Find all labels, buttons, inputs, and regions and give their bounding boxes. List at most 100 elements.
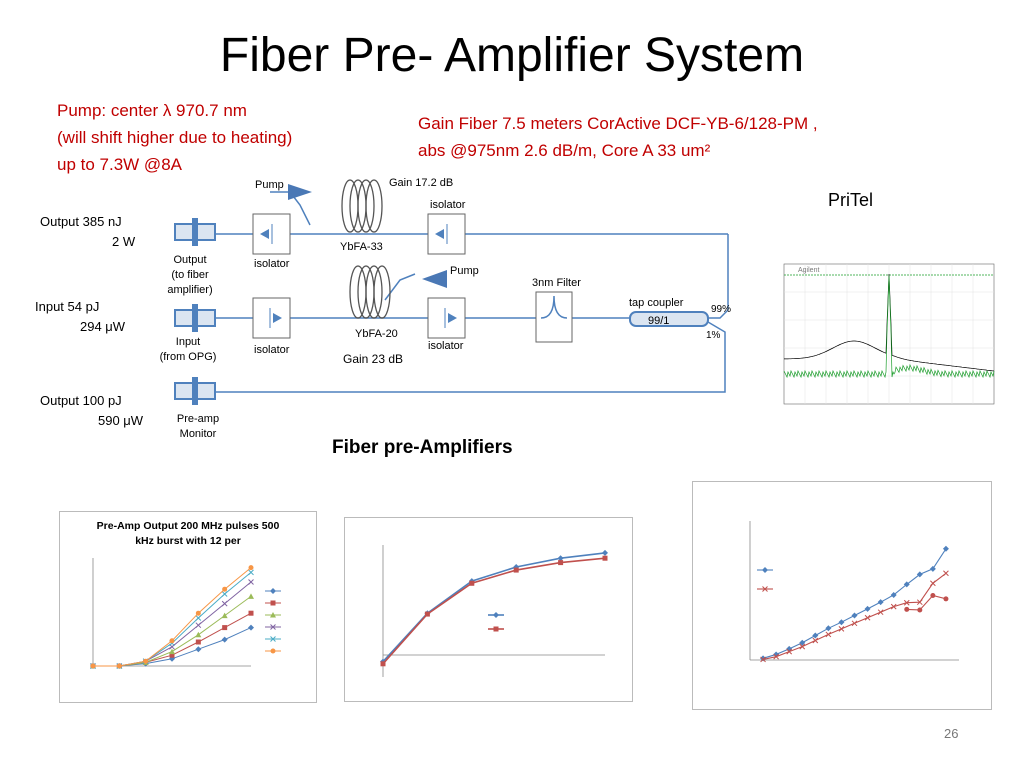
data-point bbox=[799, 643, 806, 650]
slide-title: Fiber Pre- Amplifier System bbox=[219, 29, 805, 82]
data-point bbox=[169, 648, 175, 655]
data-point bbox=[169, 652, 175, 658]
output-bottom-power: 590 μW bbox=[98, 413, 144, 428]
gain-fiber-note: Gain Fiber 7.5 meters CorActive DCF-YB-6… bbox=[418, 110, 818, 164]
osa-trace-black bbox=[784, 273, 995, 372]
chart-panel-gain bbox=[344, 517, 633, 702]
data-point bbox=[602, 549, 608, 556]
gain-top-label: Gain 17.2 dB bbox=[389, 177, 453, 189]
connector-input bbox=[174, 304, 216, 332]
pump-note-line2: (will shift higher due to heating) bbox=[57, 128, 293, 147]
fiber-coil-bottom bbox=[349, 265, 391, 319]
filter-label: 3nm Filter bbox=[532, 277, 581, 289]
output-top-energy: Output 385 nJ bbox=[40, 214, 122, 229]
data-point bbox=[825, 631, 832, 638]
osa-grid bbox=[784, 264, 994, 404]
chart-panel-repetition bbox=[692, 481, 992, 710]
data-point bbox=[943, 596, 949, 602]
data-point bbox=[916, 599, 923, 606]
connector-monitor-label: Pre-amp Monitor bbox=[176, 413, 220, 440]
chart-panel-preamp: Pre-Amp Output 200 MHz pulses 500 kHz bur… bbox=[59, 511, 317, 703]
osa-trace-green bbox=[783, 275, 995, 379]
gain-bottom-label: Gain 23 dB bbox=[343, 352, 403, 366]
legend-marker bbox=[762, 586, 768, 592]
connector-input-label: Input (from OPG) bbox=[159, 336, 217, 363]
page-number: 26 bbox=[944, 726, 959, 741]
data-point bbox=[558, 560, 564, 566]
pump-label-bottom: Pump bbox=[450, 265, 479, 277]
input-energy: Input 54 pJ bbox=[35, 299, 100, 314]
filter-3nm bbox=[535, 291, 573, 343]
pct-1-label: 1% bbox=[706, 330, 721, 341]
data-point bbox=[930, 580, 936, 587]
data-point bbox=[602, 555, 608, 561]
data-point bbox=[221, 591, 228, 597]
data-point bbox=[195, 646, 202, 653]
output-top-power: 2 W bbox=[112, 234, 136, 249]
connector-output bbox=[174, 218, 216, 246]
data-point bbox=[904, 606, 910, 612]
data-point bbox=[248, 593, 254, 599]
chart-pulse-repetition bbox=[749, 521, 959, 663]
data-point bbox=[380, 661, 386, 667]
data-point bbox=[169, 655, 175, 662]
pump-note: Pump: center λ 970.7 nm (will shift high… bbox=[57, 97, 292, 178]
series-line bbox=[382, 557, 606, 665]
isolator-top-label: isolator bbox=[430, 199, 466, 211]
data-point bbox=[851, 620, 858, 627]
data-point bbox=[557, 555, 564, 562]
data-point bbox=[195, 631, 202, 638]
data-point bbox=[890, 591, 897, 598]
data-point bbox=[903, 599, 910, 606]
data-point bbox=[195, 610, 201, 616]
isolator-top bbox=[427, 213, 466, 255]
pritel-label: PriTel bbox=[828, 190, 874, 210]
isolator-output-label: isolator bbox=[254, 258, 290, 270]
data-point bbox=[169, 638, 175, 644]
data-point bbox=[143, 658, 149, 664]
fiber-coil-top bbox=[341, 179, 383, 233]
data-point bbox=[930, 593, 936, 599]
data-point bbox=[221, 612, 228, 619]
data-point bbox=[929, 565, 936, 572]
data-point bbox=[195, 622, 202, 629]
connector-monitor bbox=[174, 377, 216, 405]
isolator-bottom-label: isolator bbox=[428, 340, 464, 352]
chart-gain-curve bbox=[380, 545, 608, 677]
gain-fiber-line1: Gain Fiber 7.5 meters CorActive DCF-YB-6… bbox=[418, 114, 818, 133]
data-point bbox=[786, 648, 793, 655]
data-point bbox=[943, 570, 949, 577]
data-point bbox=[838, 619, 845, 626]
fiber-top-label: YbFA-33 bbox=[340, 241, 383, 253]
legend-marker bbox=[270, 648, 276, 654]
legend-marker bbox=[270, 624, 276, 630]
data-point bbox=[916, 571, 923, 578]
data-point bbox=[760, 655, 767, 662]
data-point bbox=[248, 579, 254, 585]
legend-marker bbox=[270, 636, 276, 642]
legend-marker bbox=[493, 626, 499, 632]
output-bottom-energy: Output 100 pJ bbox=[40, 393, 122, 408]
diagram-caption: Fiber pre-Amplifiers bbox=[332, 437, 513, 458]
fiber-bottom-label: YbFA-20 bbox=[355, 328, 398, 340]
data-point bbox=[221, 636, 228, 643]
data-point bbox=[825, 625, 832, 632]
data-point bbox=[851, 612, 858, 619]
data-point bbox=[116, 663, 122, 669]
data-point bbox=[222, 586, 228, 592]
isolator-bottom bbox=[427, 297, 466, 339]
osa-spectrum: Agilent bbox=[760, 232, 1000, 430]
data-point bbox=[903, 581, 910, 588]
data-point bbox=[221, 600, 228, 607]
data-point bbox=[195, 639, 201, 645]
legend-marker bbox=[762, 567, 768, 573]
chart-title: kHz burst with 12 per bbox=[135, 535, 241, 547]
data-point bbox=[864, 605, 871, 612]
data-point bbox=[838, 626, 845, 632]
pump-icon-bottom bbox=[422, 270, 447, 288]
data-point bbox=[222, 625, 228, 631]
osa-brand: Agilent bbox=[798, 267, 819, 274]
data-point bbox=[812, 632, 819, 639]
data-point bbox=[248, 565, 254, 571]
data-point bbox=[248, 569, 254, 576]
